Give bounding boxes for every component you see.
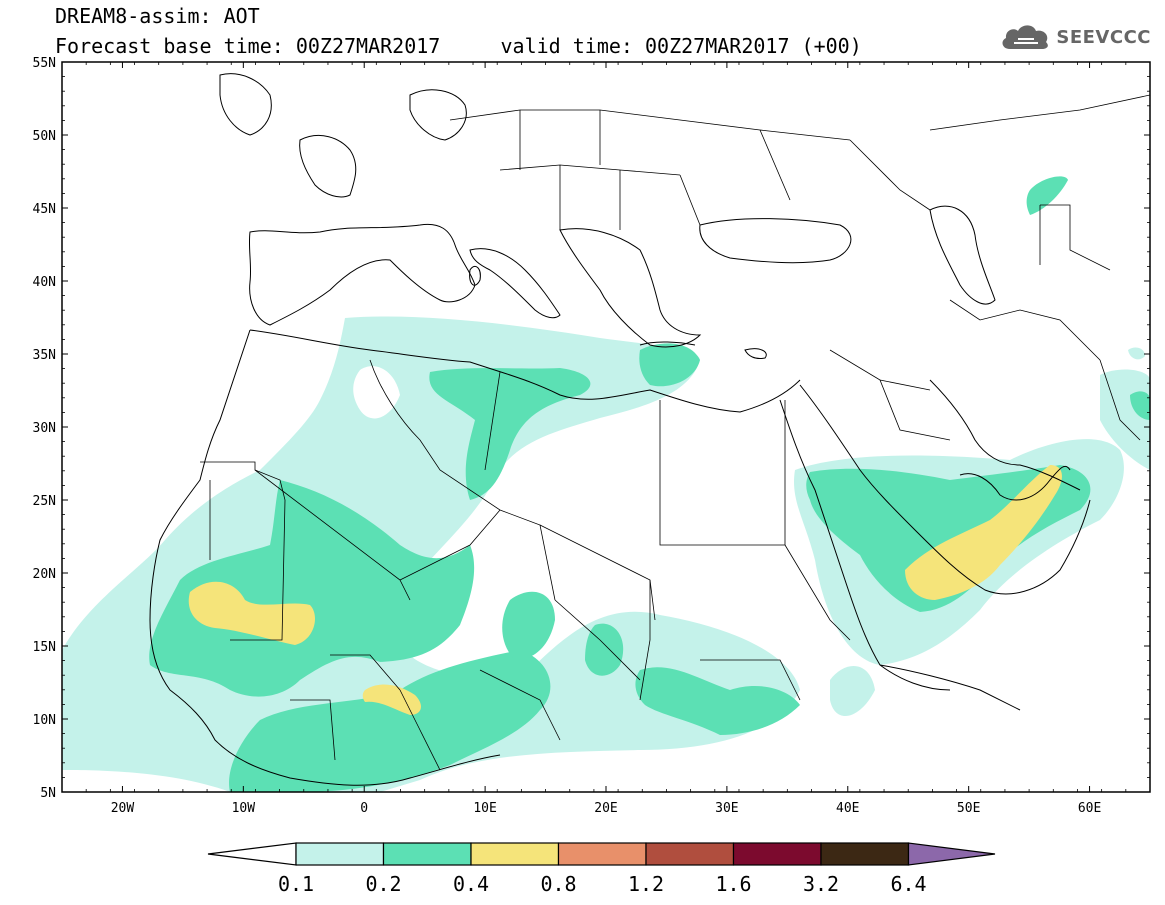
lat-label: 55N	[33, 56, 56, 71]
lat-label: 30N	[33, 421, 56, 436]
aot-yellow-fill	[188, 465, 1062, 715]
lat-label: 20N	[33, 567, 56, 582]
colorbar-segment	[732, 842, 822, 866]
lon-label: 20W	[111, 801, 135, 816]
colorbar	[207, 842, 996, 866]
lat-label: 5N	[40, 786, 56, 801]
colorbar-label: 0.4	[452, 872, 490, 896]
colorbar-label: 1.2	[627, 872, 665, 896]
lat-label: 50N	[33, 129, 56, 144]
colorbar-segment	[557, 842, 647, 866]
lon-label: 10W	[232, 801, 256, 816]
colorbar-under-arrow	[207, 842, 297, 866]
lon-label: 10E	[473, 801, 496, 816]
seevccc-logo: SEEVCCC	[1000, 20, 1151, 54]
lat-label: 25N	[33, 494, 56, 509]
colorbar-segment	[382, 842, 472, 866]
colorbar-label: 6.4	[890, 872, 927, 896]
coastlines	[149, 73, 1091, 786]
aot-medium-fill	[149, 176, 1150, 792]
lat-label: 10N	[33, 713, 56, 728]
colorbar-segment	[820, 842, 910, 866]
lon-label: 50E	[957, 801, 980, 816]
aot-field	[62, 73, 1150, 792]
colorbar-label: 3.2	[802, 872, 840, 896]
lon-label: 20E	[594, 801, 617, 816]
longitude-axis: 20W 10W 0 10E 20E 30E 40E 50E 60E	[61, 62, 1151, 816]
colorbar-segment	[470, 842, 560, 866]
logo-text: SEEVCCC	[1056, 26, 1151, 48]
colorbar-label: 0.8	[540, 872, 577, 896]
map-title: DREAM8-assim: AOT	[55, 4, 260, 28]
lat-label: 45N	[33, 202, 56, 217]
colorbar-over-arrow	[907, 842, 996, 866]
latitude-axis: 55N 50N 45N 40N 35N 30N 25N 20N 15N 10N 5N	[33, 56, 1150, 801]
colorbar-segment	[645, 842, 735, 866]
lon-label: 0	[360, 801, 368, 816]
lon-label: 40E	[836, 801, 859, 816]
colorbar-label: 0.1	[277, 872, 315, 896]
lon-label: 60E	[1078, 801, 1101, 816]
cloud-icon	[1002, 25, 1049, 49]
lat-label: 40N	[33, 275, 56, 290]
forecast-time-line: Forecast base time: 00Z27MAR2017 valid t…	[55, 34, 862, 58]
colorbar-label: 0.2	[365, 872, 402, 896]
colorbar-segment	[295, 842, 385, 866]
country-borders	[200, 94, 1150, 771]
lat-label: 15N	[33, 640, 56, 655]
lon-label: 30E	[715, 801, 738, 816]
lat-label: 35N	[33, 348, 56, 363]
colorbar-label: 1.6	[715, 872, 752, 896]
